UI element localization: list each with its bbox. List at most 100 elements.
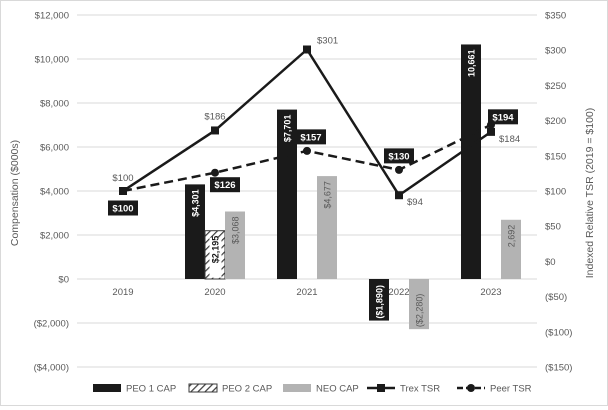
bar-data-label: $3,068: [231, 217, 241, 245]
left-tick-label: ($2,000): [34, 319, 69, 330]
bar-label-bg: [209, 237, 222, 278]
bar-label-group: $4,301: [191, 189, 201, 217]
right-tick-label: $50: [545, 222, 561, 233]
bar-label-group: $7,701: [283, 115, 293, 143]
left-tick-label: ($4,000): [34, 363, 69, 374]
marker-square: [303, 45, 311, 54]
bar-data-label: ($2,280): [415, 294, 425, 328]
legend-label: Trex TSR: [400, 384, 440, 395]
bar-peo-1-cap: [461, 44, 481, 279]
gridlines: [77, 14, 537, 368]
legend-label: NEO CAP: [316, 384, 359, 395]
bar-neo-cap: [225, 211, 245, 279]
trex-tsr-label: $186: [204, 111, 225, 122]
legend: PEO 1 CAP PEO 2 CAP NEO CAP Trex TSR Peer TS…: [93, 383, 532, 395]
category-label: 2022: [388, 287, 409, 298]
peer-label-box: [296, 129, 326, 145]
left-axis-ticks: $12,000 $10,000 $8,000 $6,000 $4,000 $2,000 $0…: [34, 11, 69, 374]
left-axis-title: Compensation ($000s): [9, 140, 21, 246]
bar-label-group: ($1,890): [375, 285, 385, 319]
peer-tsr-label: $126: [210, 177, 240, 193]
marker-circle: [119, 187, 127, 195]
peer-label-text: $157: [300, 132, 321, 143]
right-tick-label: $150: [545, 151, 566, 162]
legend-swatch: [188, 383, 218, 393]
trex-tsr-label: $301: [317, 35, 338, 46]
bar-data-label: ($1,890): [375, 285, 385, 319]
peer-label-box: [108, 200, 138, 216]
category-label: 2019: [112, 287, 133, 298]
trex-tsr-label: $184: [499, 134, 520, 145]
legend-item: Trex TSR: [367, 384, 440, 395]
bars: [185, 44, 521, 330]
bar-label-group: 10,661: [467, 49, 477, 77]
legend-label: PEO 2 CAP: [222, 384, 272, 395]
left-tick-label: $10,000: [35, 55, 69, 66]
left-tick-label: $0: [58, 275, 69, 286]
legend-marker: [377, 384, 385, 392]
left-tick-label: $2,000: [40, 231, 69, 242]
peer-label-text: $126: [214, 180, 235, 191]
right-tick-label: $0: [545, 257, 556, 268]
right-tick-label: $200: [545, 116, 566, 127]
right-tick-label: $350: [545, 11, 566, 22]
marker-square: [487, 127, 495, 136]
trex-tsr-label: $94: [407, 197, 423, 208]
bar-label-group: 2,692: [507, 225, 517, 248]
bar-data-label: $4,301: [191, 189, 201, 217]
category-label: 2021: [296, 287, 317, 298]
tsr-lines: $100 $186 $301 $94 $184 $100 $126 $157 $130 $194: [108, 35, 520, 216]
peer-label-box: [384, 148, 414, 164]
legend-item: PEO 1 CAP: [93, 384, 176, 395]
left-tick-label: $4,000: [40, 187, 69, 198]
marker-square: [395, 191, 403, 200]
right-tick-label: $300: [545, 46, 566, 57]
bar-data-label: $2,195: [211, 236, 221, 264]
bar-data-labels: $4,301 $7,701 ($1,890) 10,661 $2,195 $3,068 $4…: [191, 49, 517, 327]
bar-data-label: 10,661: [467, 49, 477, 77]
trex-tsr-label: $100: [112, 173, 133, 184]
marker-square: [211, 126, 219, 135]
peer-label-text: $194: [492, 112, 514, 123]
bar-peo-1-cap: [369, 279, 389, 321]
marker-circle: [303, 146, 311, 155]
category-label: 2023: [480, 287, 501, 298]
bar-data-label: $7,701: [283, 115, 293, 143]
line-trex-tsr: [122, 47, 492, 197]
peer-tsr-label: $100: [108, 200, 138, 216]
legend-item: PEO 2 CAP: [188, 383, 272, 395]
right-tick-label: $250: [545, 81, 566, 92]
bar-data-label: 2,692: [507, 225, 517, 248]
peer-label-box: [210, 177, 240, 193]
peer-tsr-label: $194: [488, 109, 518, 125]
bar-neo-cap: [317, 176, 337, 279]
left-tick-label: $6,000: [40, 143, 69, 154]
legend-label: PEO 1 CAP: [126, 384, 176, 395]
marker-circle: [211, 168, 219, 177]
peer-label-box: [488, 109, 518, 125]
bar-peo-1-cap: [277, 109, 297, 279]
legend-swatch: [93, 384, 121, 392]
right-tick-label: $100: [545, 187, 566, 198]
peer-tsr-label: $130: [384, 148, 414, 164]
left-tick-label: $12,000: [35, 11, 69, 22]
marker-circle: [395, 165, 403, 174]
legend-label: Peer TSR: [490, 384, 532, 395]
right-axis-ticks: $350 $300 $250 $200 $150 $100 $50 $0 ($50) ($100)…: [545, 11, 572, 374]
legend-item: NEO CAP: [283, 384, 359, 395]
bar-peo-1-cap: [185, 184, 205, 279]
bar-label-group: $4,677: [323, 181, 333, 209]
bar-label-group: $3,068: [231, 217, 241, 245]
bar-label-group: ($2,280): [415, 294, 425, 328]
right-tick-label: ($100): [545, 327, 572, 338]
category-label: 2020: [204, 287, 225, 298]
legend-item: Peer TSR: [457, 384, 532, 395]
right-tick-label: ($50): [545, 292, 567, 303]
right-tick-label: ($150): [545, 363, 572, 374]
peer-label-text: $100: [112, 204, 133, 215]
bar-neo-cap: [409, 279, 429, 330]
left-tick-label: $8,000: [40, 99, 69, 110]
peer-tsr-label: $157: [296, 129, 326, 145]
bar-label-group: $2,195: [209, 236, 222, 278]
